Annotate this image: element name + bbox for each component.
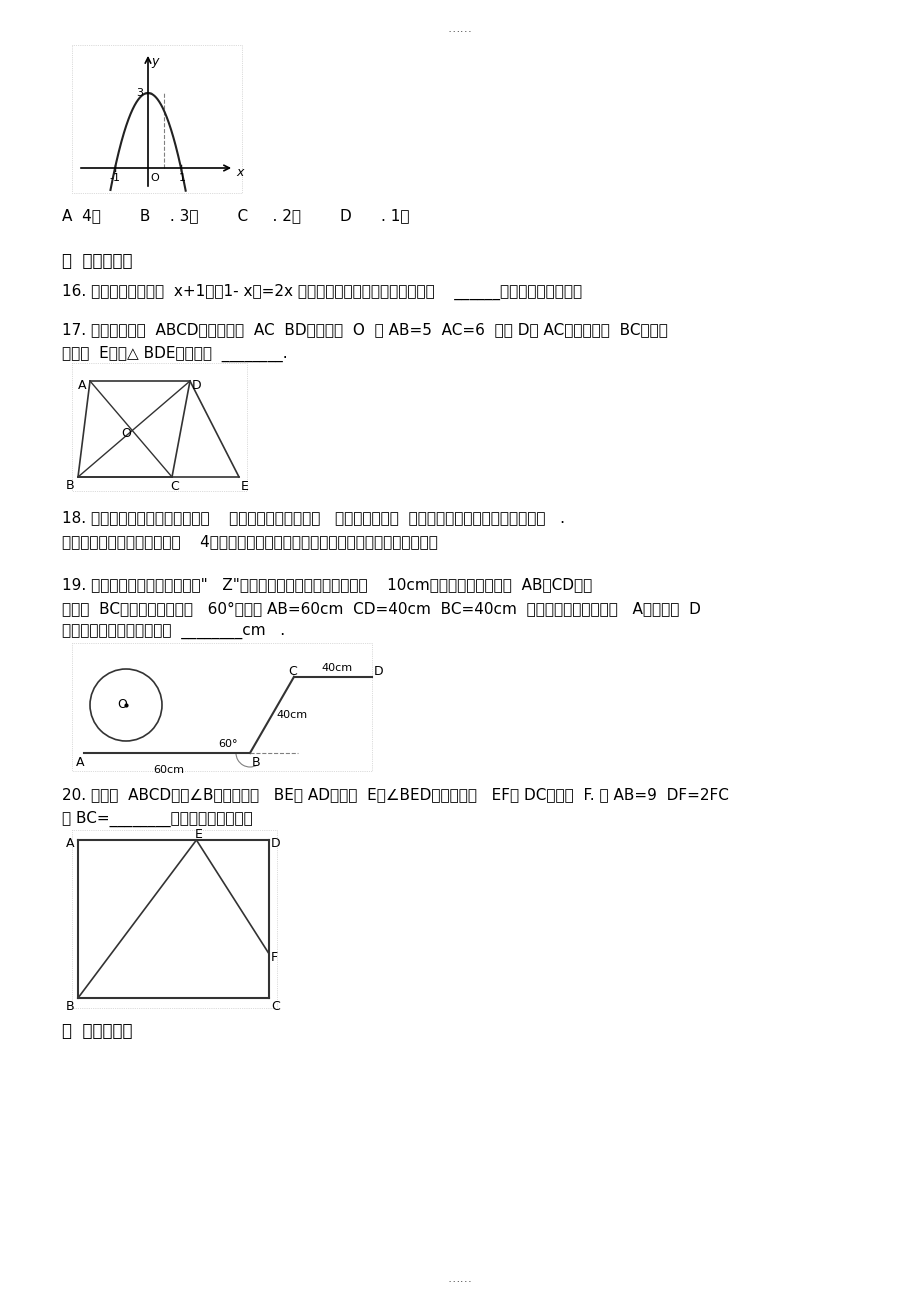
- Text: y: y: [151, 55, 158, 68]
- Text: 二  、填空题：: 二 、填空题：: [62, 251, 132, 270]
- Text: B: B: [66, 999, 74, 1012]
- Text: ……: ……: [447, 22, 472, 35]
- Text: 20. 在矩形  ABCD中，∠B的角平分线   BE与 AD交于点  E，∠BED的角平分线   EF与 DC交于点  F. 若 AB=9  DF=2FC: 20. 在矩形 ABCD中，∠B的角平分线 BE与 AD交于点 E，∠BED的角…: [62, 787, 728, 803]
- Text: C: C: [288, 665, 297, 678]
- Text: x: x: [236, 165, 244, 179]
- Text: 40cm: 40cm: [276, 710, 307, 721]
- Text: F: F: [271, 951, 278, 964]
- Text: E: E: [241, 480, 249, 493]
- Text: 19. 一位小朋友在粗糙不打滑的"   Z"字形平面轨道上滚动一个半径为    10cm的圆盘，如图所示，  AB与CD是水: 19. 一位小朋友在粗糙不打滑的" Z"字形平面轨道上滚动一个半径为 10cm的…: [62, 577, 592, 592]
- Text: A: A: [76, 756, 85, 769]
- Bar: [72, 46, 242, 193]
- Text: ……: ……: [447, 1272, 472, 1285]
- Bar: [72, 364, 246, 491]
- Text: A: A: [78, 379, 86, 392]
- Text: -1: -1: [109, 173, 120, 182]
- Text: 则 BC=________．（结果保留根号）: 则 BC=________．（结果保留根号）: [62, 810, 253, 827]
- Text: 16. 把一元二次方程（  x+1）（1- x）=2x 化成二次项系数大于零的一般式为    ______，其中二次项系数是: 16. 把一元二次方程（ x+1）（1- x）=2x 化成二次项系数大于零的一般…: [62, 284, 582, 300]
- Text: B: B: [66, 480, 74, 493]
- Text: 点其圆心所经过的路线长为  ________cm   .: 点其圆心所经过的路线长为 ________cm .: [62, 625, 285, 640]
- Text: E: E: [194, 827, 202, 840]
- Text: 40cm: 40cm: [321, 663, 352, 672]
- Text: D: D: [271, 837, 280, 850]
- Text: 60°: 60°: [218, 739, 237, 749]
- Bar: [72, 830, 277, 1009]
- Text: 17. 如图，在菱形  ABCD中，对角线  AC  BD相交于点  O  且 AB=5  AC=6  过点 D作 AC的平行线交  BC的延长: 17. 如图，在菱形 ABCD中，对角线 AC BD相交于点 O 且 AB=5 …: [62, 322, 667, 337]
- Text: O: O: [117, 698, 127, 711]
- Bar: [72, 642, 371, 771]
- Text: 18. 有一张等腰直角三角形纸片，    以它的对称轴为折痕，   将三角形对折，  得到的三角形还是等腰直角三角形   .: 18. 有一张等腰直角三角形纸片， 以它的对称轴为折痕， 将三角形对折， 得到的…: [62, 509, 564, 525]
- Text: 1: 1: [178, 173, 186, 182]
- Text: C: C: [170, 480, 178, 493]
- Text: O: O: [150, 173, 159, 182]
- Text: 三  、计算题：: 三 、计算题：: [62, 1022, 132, 1040]
- Text: D: D: [374, 665, 383, 678]
- Text: A: A: [66, 837, 74, 850]
- Text: 平的，  BC与水平面的夹角为   60°，其中 AB=60cm  CD=40cm  BC=40cm  那么该小朋友将圆盘从   A点滚动到  D: 平的， BC与水平面的夹角为 60°，其中 AB=60cm CD=40cm BC…: [62, 601, 700, 616]
- Text: O: O: [121, 427, 130, 440]
- Text: A  4个        B    . 3个        C     . 2个        D      . 1个: A 4个 B . 3个 C . 2个 D . 1个: [62, 208, 409, 223]
- Text: 60cm: 60cm: [153, 765, 184, 775]
- Text: 依照上述方法将原三角形折叠    4次，所得小等腰直角三角形的周长是原等腰三角形周长的: 依照上述方法将原三角形折叠 4次，所得小等腰直角三角形的周长是原等腰三角形周长的: [62, 534, 437, 549]
- Text: B: B: [252, 756, 260, 769]
- Text: C: C: [271, 999, 279, 1012]
- Text: D: D: [192, 379, 201, 392]
- Text: 3: 3: [136, 89, 142, 98]
- Text: 线于点  E，则△ BDE的面积为  ________.: 线于点 E，则△ BDE的面积为 ________.: [62, 347, 288, 362]
